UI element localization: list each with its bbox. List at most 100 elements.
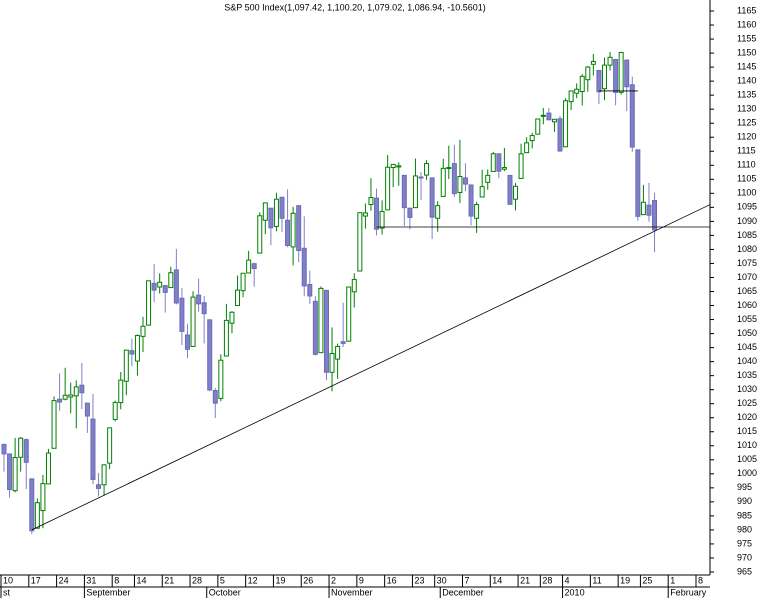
y-tick-label: 1025 — [737, 398, 757, 408]
y-tick-label: 1120 — [737, 132, 756, 142]
candle-body — [51, 400, 57, 449]
x-tick-label: 21 — [520, 575, 530, 585]
y-tick-label: 1105 — [737, 174, 756, 184]
candle-body — [29, 478, 35, 532]
candle-body — [490, 153, 496, 172]
candle-body — [507, 174, 513, 205]
y-tick-label: 1155 — [737, 33, 756, 43]
x-tick-label: 31 — [86, 575, 96, 585]
candle-body — [90, 418, 96, 480]
candle-body — [107, 427, 113, 464]
candle-body — [18, 437, 24, 458]
y-tick-label: 1015 — [737, 426, 757, 436]
candle-body — [601, 64, 607, 90]
candle-body — [101, 464, 107, 486]
candle-body — [396, 165, 402, 168]
candle-body — [62, 394, 68, 400]
y-tick-label: 1010 — [737, 440, 757, 450]
candle-body — [518, 153, 524, 179]
candle-body — [235, 289, 241, 307]
y-tick-label: 1045 — [737, 342, 757, 352]
x-tick-label: 11 — [592, 575, 601, 585]
candle-body — [218, 359, 224, 399]
candle-body — [323, 289, 329, 373]
candle-body — [207, 319, 213, 391]
x-tick-label: 17 — [31, 575, 41, 585]
candle-body — [257, 215, 263, 254]
candle-body — [624, 59, 630, 88]
candle-body — [290, 212, 296, 248]
trend-line — [31, 204, 711, 531]
candle-body — [240, 272, 246, 292]
candle-body — [468, 184, 474, 217]
candle-body — [346, 286, 352, 342]
x-tick-label: 8 — [698, 575, 703, 585]
candle-body — [596, 69, 602, 93]
y-tick-label: 1160 — [737, 19, 756, 29]
candle-body — [223, 319, 229, 357]
y-tick-label: 990 — [737, 496, 752, 506]
month-label: October — [209, 587, 241, 597]
x-tick-label: 2 — [331, 575, 336, 585]
x-tick-label: 19 — [620, 575, 630, 585]
y-tick-label: 1095 — [737, 202, 757, 212]
candle-body — [96, 484, 102, 489]
candle-body — [618, 52, 624, 93]
candle-body — [635, 149, 641, 217]
x-tick-label: 28 — [192, 575, 202, 585]
candle-body — [446, 167, 452, 170]
candle-body — [435, 205, 441, 219]
candle-body — [557, 118, 563, 152]
x-tick-label: 4 — [565, 575, 570, 585]
x-tick-label: 8 — [114, 575, 119, 585]
x-tick-label: 23 — [414, 575, 424, 585]
candle-body — [474, 204, 480, 219]
candle-body — [312, 300, 318, 355]
y-tick-label: 1130 — [737, 104, 756, 114]
y-tick-label: 1055 — [737, 314, 757, 324]
candle-body — [357, 212, 363, 272]
month-label: December — [442, 587, 484, 597]
x-tick-label: 14 — [492, 575, 502, 585]
candle-body — [613, 59, 619, 93]
month-label: February — [670, 587, 707, 597]
y-tick-label: 1070 — [737, 272, 757, 282]
candle-body — [385, 166, 391, 211]
y-tick-label: 965 — [737, 566, 752, 576]
candle-body — [401, 174, 407, 209]
candle-body — [318, 287, 324, 354]
candle-body — [173, 269, 179, 304]
candle-body — [112, 402, 118, 420]
candle-body — [212, 390, 218, 404]
x-tick-label: 14 — [136, 575, 146, 585]
y-tick-label: 1075 — [737, 258, 757, 268]
candle-body — [579, 75, 585, 93]
y-tick-label: 995 — [737, 482, 752, 492]
chart-title: S&P 500 Index(1,097.42, 1,100.20, 1,079.… — [224, 2, 486, 12]
candle-body — [529, 135, 535, 142]
candle-body — [646, 204, 652, 216]
candle-body — [440, 167, 446, 197]
candle-body — [296, 205, 302, 252]
month-label: 2010 — [565, 587, 585, 597]
y-tick-label: 1140 — [737, 76, 756, 86]
candle-body — [201, 302, 207, 315]
month-label: November — [331, 587, 373, 597]
candle-body — [134, 335, 140, 362]
candle-body — [629, 84, 635, 148]
candle-body — [540, 114, 546, 117]
y-tick-label: 1110 — [737, 160, 756, 170]
candle-body — [563, 100, 569, 148]
candle-body — [524, 142, 530, 154]
candle-body — [129, 350, 135, 355]
candle-body — [118, 379, 124, 404]
y-tick-label: 1115 — [737, 146, 756, 156]
candle-body — [407, 207, 413, 218]
candle-body — [351, 278, 357, 293]
y-tick-label: 1135 — [737, 90, 756, 100]
candle-body — [424, 163, 430, 176]
candle-body — [157, 281, 163, 288]
y-tick-label: 1125 — [737, 118, 756, 128]
candle-body — [535, 118, 541, 135]
x-tick-label: 9 — [359, 575, 364, 585]
